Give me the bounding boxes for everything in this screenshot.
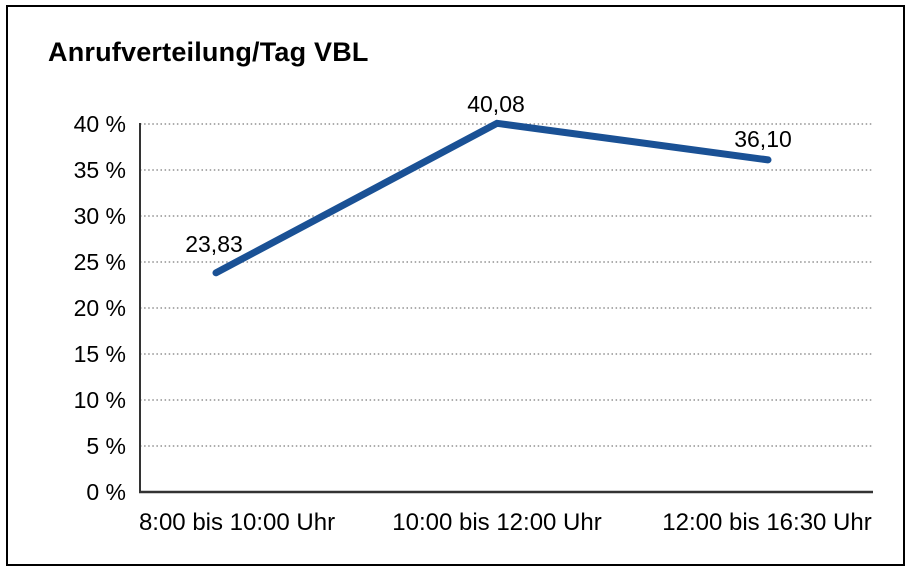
x-axis-category-label: 8:00 bis 10:00 Uhr	[139, 509, 335, 536]
series-line	[212, 119, 772, 277]
y-axis-tick-label: 25 %	[74, 249, 126, 275]
data-point-label: 40,08	[467, 91, 525, 117]
chart-frame: Anrufverteilung/Tag VBL	[6, 5, 905, 566]
data-point-label: 23,83	[185, 231, 243, 257]
y-axis-tick-label: 0 %	[86, 479, 126, 505]
y-axis-tick-label: 15 %	[74, 341, 126, 367]
y-axis-tick-label: 5 %	[86, 433, 126, 459]
y-axis-tick-label: 40 %	[74, 111, 126, 137]
y-axis-tick-label: 10 %	[74, 387, 126, 413]
y-axis-tick-label: 20 %	[74, 295, 126, 321]
y-axis-tick-label: 30 %	[74, 203, 126, 229]
x-axis-category-label: 12:00 bis 16:30 Uhr	[662, 509, 871, 536]
data-point-label: 36,10	[734, 126, 792, 152]
chart-title: Anrufverteilung/Tag VBL	[48, 37, 369, 67]
x-axis-category-label: 10:00 bis 12:00 Uhr	[392, 509, 601, 536]
y-axis-tick-label: 35 %	[74, 157, 126, 183]
